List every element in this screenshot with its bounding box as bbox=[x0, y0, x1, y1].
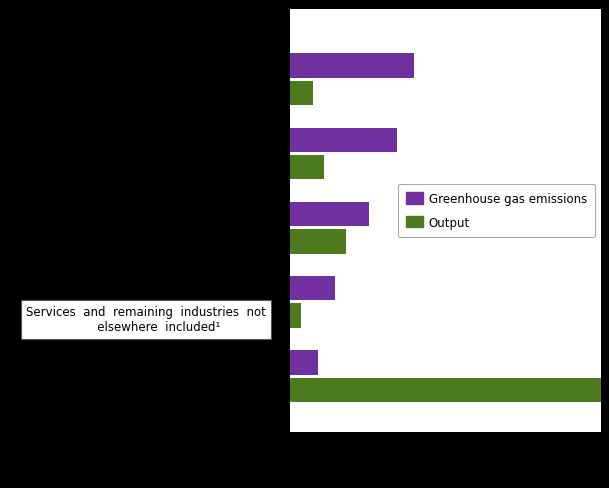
Bar bbox=[290, 156, 324, 180]
Bar bbox=[290, 128, 398, 153]
Bar bbox=[290, 304, 301, 328]
Bar bbox=[290, 350, 318, 375]
Bar bbox=[290, 378, 601, 402]
Text: Services  and  remaining  industries  not
       elsewhere  included¹: Services and remaining industries not el… bbox=[26, 305, 266, 334]
Bar bbox=[290, 81, 312, 106]
Bar bbox=[290, 203, 369, 227]
Bar bbox=[290, 230, 347, 254]
Legend: Greenhouse gas emissions, Output: Greenhouse gas emissions, Output bbox=[398, 184, 595, 238]
Bar bbox=[290, 54, 414, 79]
Bar bbox=[290, 276, 335, 301]
